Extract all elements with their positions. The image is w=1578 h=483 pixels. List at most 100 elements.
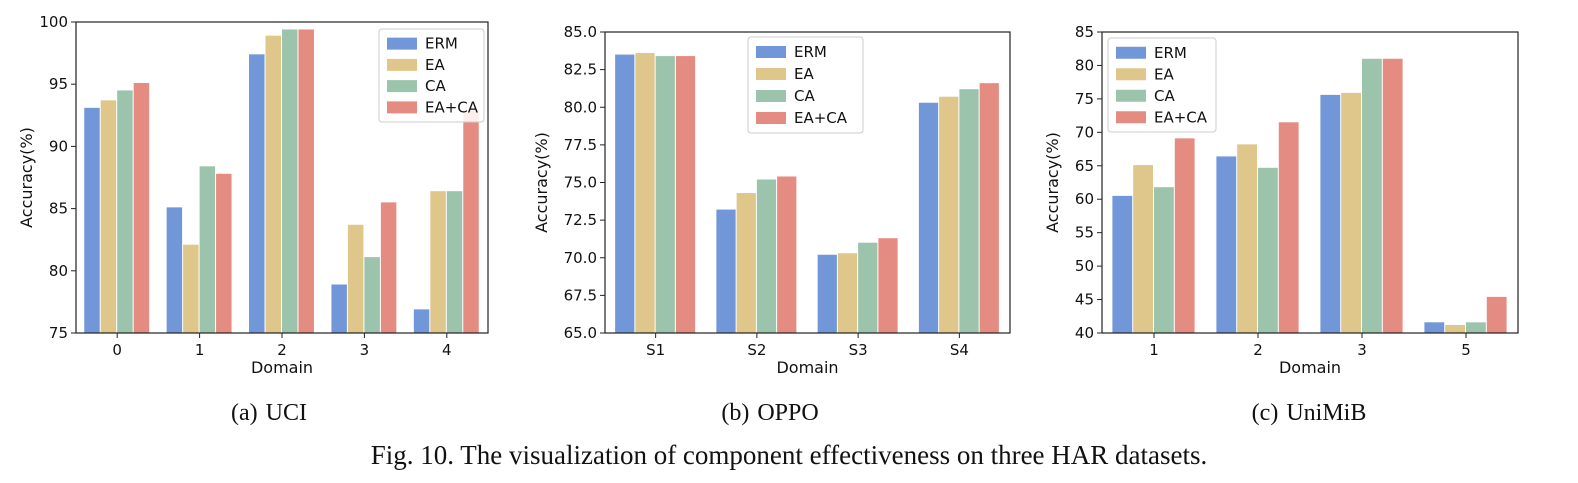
bar-ca-1 bbox=[199, 166, 216, 333]
bar-ea-s4 bbox=[939, 96, 959, 334]
legend-label-ca: CA bbox=[1154, 87, 1175, 105]
y-tick-label: 80 bbox=[49, 262, 68, 280]
y-tick-label: 72.5 bbox=[564, 211, 597, 229]
legend-label-ea: EA bbox=[425, 56, 445, 74]
legend-label-ea: EA bbox=[1154, 65, 1174, 83]
x-tick-label: 1 bbox=[1149, 341, 1159, 359]
y-tick-label: 75 bbox=[49, 324, 68, 342]
y-tick-label: 95 bbox=[49, 75, 68, 93]
y-tick-label: 77.5 bbox=[564, 136, 597, 154]
x-tick-label: 1 bbox=[195, 341, 205, 359]
legend-label-ea: EA bbox=[794, 65, 814, 83]
y-tick-label: 70.0 bbox=[564, 249, 597, 267]
y-tick-label: 65.0 bbox=[564, 324, 597, 342]
legend-label-ca: CA bbox=[425, 77, 446, 95]
legend-box bbox=[1107, 37, 1217, 133]
bar-ea-1 bbox=[1133, 165, 1153, 333]
bar-ea-ca-s1 bbox=[675, 56, 696, 333]
x-tick-label: 0 bbox=[112, 341, 122, 359]
bar-ea-2 bbox=[1237, 144, 1257, 333]
subcaption-a-name: UCI bbox=[265, 400, 307, 426]
x-axis-label: Domain bbox=[776, 358, 838, 377]
x-tick-label: S2 bbox=[747, 341, 766, 359]
legend-swatch-ea-ca bbox=[1116, 111, 1146, 124]
subcaption-b: (b) OPPO bbox=[721, 400, 818, 427]
bar-ea-3 bbox=[1341, 92, 1361, 334]
legend-box bbox=[747, 36, 864, 134]
legend-swatch-ea-ca bbox=[756, 112, 786, 124]
bar-erm-4 bbox=[413, 309, 430, 333]
legend-swatch-ea bbox=[756, 68, 786, 80]
bar-ca-2 bbox=[1258, 167, 1278, 333]
figure-caption: Fig. 10. The visualization of component … bbox=[370, 440, 1208, 470]
y-tick-label: 100 bbox=[39, 13, 68, 31]
bar-erm-s1 bbox=[615, 54, 635, 333]
subcaption-c-label: (c) bbox=[1251, 400, 1279, 426]
bar-ea-0 bbox=[100, 100, 117, 334]
legend-swatch-ea-ca bbox=[387, 101, 417, 114]
bar-erm-1 bbox=[1112, 195, 1133, 333]
bar-ea-s3 bbox=[837, 253, 858, 333]
bar-ea-ca-2 bbox=[1278, 122, 1299, 333]
bar-erm-0 bbox=[84, 107, 100, 333]
bar-ea-s2 bbox=[736, 193, 756, 333]
legend-swatch-ca bbox=[1116, 89, 1146, 102]
bar-ea-ca-1 bbox=[1174, 138, 1195, 333]
bar-ea-ca-1 bbox=[216, 173, 232, 333]
y-tick-label: 70 bbox=[1075, 123, 1094, 141]
x-tick-label: S1 bbox=[646, 341, 665, 359]
legend-swatch-erm bbox=[756, 46, 786, 58]
legend-swatch-ca bbox=[387, 80, 417, 93]
y-axis-label: Accuracy(%) bbox=[17, 127, 36, 228]
subcaption-c: (c) UniMiB bbox=[1252, 400, 1367, 427]
bar-ca-0 bbox=[117, 90, 133, 333]
bar-ea-ca-s4 bbox=[979, 83, 999, 333]
y-tick-label: 60 bbox=[1075, 190, 1094, 208]
legend-label-erm: ERM bbox=[794, 43, 827, 61]
y-tick-label: 85 bbox=[49, 200, 68, 218]
y-axis-label: Accuracy(%) bbox=[532, 132, 551, 233]
legend-swatch-ea bbox=[1116, 68, 1146, 81]
x-tick-label: 4 bbox=[442, 341, 452, 359]
subcaption-b-label: (b) bbox=[721, 400, 750, 426]
subcaption-c-name: UniMiB bbox=[1286, 400, 1367, 426]
bar-ea-2 bbox=[265, 35, 281, 334]
bar-ea-ca-3 bbox=[1382, 58, 1403, 333]
legend: ERM EA CA EA+CA bbox=[1107, 37, 1217, 133]
bar-ca-3 bbox=[364, 257, 380, 333]
bar-ea-ca-5 bbox=[1486, 296, 1507, 333]
legend-box bbox=[378, 28, 485, 123]
bar-erm-3 bbox=[331, 284, 347, 333]
x-tick-label: 3 bbox=[360, 341, 370, 359]
bar-erm-s2 bbox=[716, 209, 736, 333]
legend-label-ea-ca: EA+CA bbox=[1154, 108, 1208, 126]
y-tick-label: 67.5 bbox=[564, 286, 597, 304]
bar-erm-5 bbox=[1424, 322, 1445, 333]
y-tick-label: 85.0 bbox=[564, 23, 597, 41]
bar-erm-1 bbox=[166, 207, 183, 333]
y-tick-label: 40 bbox=[1075, 324, 1094, 342]
bar-ca-s4 bbox=[959, 89, 979, 333]
x-tick-label: 2 bbox=[277, 341, 287, 359]
bar-ea-1 bbox=[183, 244, 199, 333]
bar-ca-s1 bbox=[655, 56, 675, 333]
y-axis-label: Accuracy(%) bbox=[1043, 132, 1062, 233]
y-tick-label: 50 bbox=[1075, 257, 1094, 275]
bar-ca-5 bbox=[1466, 322, 1486, 333]
bar-ea-ca-0 bbox=[133, 82, 150, 334]
bar-erm-2 bbox=[1216, 156, 1237, 333]
bar-ca-1 bbox=[1154, 187, 1174, 333]
chart-panel-3: 40 45 50 55 60 65 70 75 80 85 1 2 3 5 Domain Accuracy(%… bbox=[1043, 23, 1519, 377]
bar-erm-s4 bbox=[918, 102, 939, 334]
bar-ca-3 bbox=[1362, 58, 1382, 333]
bar-ea-ca-4 bbox=[463, 110, 479, 333]
legend-swatch-erm bbox=[387, 37, 417, 50]
bar-ca-4 bbox=[446, 191, 463, 333]
bar-ea-4 bbox=[430, 191, 446, 333]
x-tick-label: 2 bbox=[1253, 341, 1263, 359]
y-tick-label: 65 bbox=[1075, 157, 1094, 175]
x-tick-label: 3 bbox=[1357, 341, 1367, 359]
chart-panel-2: 65.0 67.5 70.0 72.5 75.0 77.5 80.0 82.5 85.0 S1 S2… bbox=[532, 23, 1011, 377]
y-tick-label: 75 bbox=[1075, 90, 1094, 108]
x-axis-label: Domain bbox=[1279, 358, 1341, 377]
